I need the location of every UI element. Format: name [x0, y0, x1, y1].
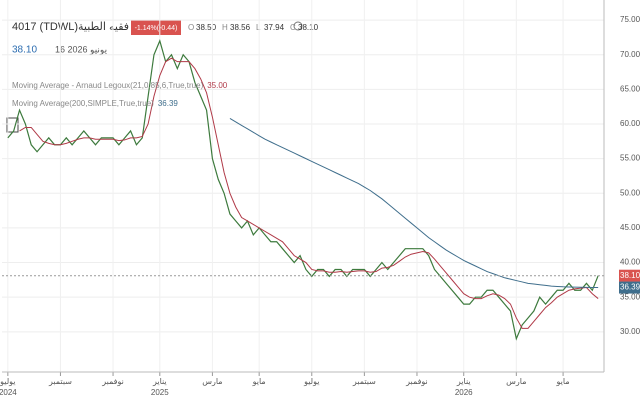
- date: 16 2026 يونيو: [55, 44, 108, 54]
- change-badge: [131, 20, 181, 35]
- series-line: [229, 118, 599, 289]
- ohlc-text: H: [222, 23, 228, 32]
- y-tick-label: 40.00: [620, 258, 640, 267]
- y-tick-label: 55.00: [620, 154, 640, 163]
- ohlc-text: 38.50: [196, 23, 217, 32]
- price-tag-label: 36.39: [620, 283, 640, 292]
- x-tick-year: 2025: [151, 388, 169, 397]
- x-tick-label: يوليو: [303, 377, 319, 386]
- ohlc-text: 37.94: [264, 23, 285, 32]
- y-tick-label: 60.00: [620, 119, 640, 128]
- x-tick-label: يناير: [456, 377, 471, 386]
- legend-name: Moving Average - Arnaud Legoux(21,0.85,6…: [12, 81, 204, 90]
- x-tick-year: 2026: [455, 388, 473, 397]
- y-tick-label: 35.00: [620, 292, 640, 301]
- symbol: 4017 (TDWL): [12, 21, 78, 33]
- legend-name: Moving Average(200,SIMPLE,True,true): [12, 99, 154, 108]
- y-tick-label: 65.00: [620, 84, 640, 93]
- x-tick-label: سبتمبر: [352, 377, 376, 386]
- legend-value: 35.00: [207, 81, 228, 90]
- y-tick-label: 70.00: [620, 50, 640, 59]
- x-tick-label: مارس: [506, 377, 526, 386]
- company-name: فقيه الطبية: [78, 21, 129, 33]
- ohlc-text: 38.56: [230, 23, 251, 32]
- last-price: 38.10: [12, 45, 37, 56]
- price-tag-label: 38.10: [620, 271, 640, 280]
- x-tick-label: يناير: [152, 377, 167, 386]
- y-tick-label: 30.00: [620, 327, 640, 336]
- series-line: [19, 57, 599, 329]
- x-tick-label: يوليو: [0, 377, 16, 386]
- y-tick-label: 75.00: [620, 15, 640, 24]
- series-line: [7, 39, 599, 341]
- x-tick-label: نوفمبر: [101, 377, 124, 386]
- y-tick-label: 50.00: [620, 188, 640, 197]
- y-tick-label: 45.00: [620, 223, 640, 232]
- x-tick-year: 2024: [0, 388, 17, 397]
- ohlc-text: 38.10: [298, 23, 319, 32]
- x-tick-label: مارس: [202, 377, 222, 386]
- legend-value: 36.39: [158, 99, 179, 108]
- settings-icon[interactable]: [293, 21, 303, 31]
- ohlc-text: O: [188, 23, 194, 32]
- x-tick-label: نوفمبر: [405, 377, 428, 386]
- change: -1.14%(-0.44): [135, 25, 178, 32]
- price-tag: [619, 281, 640, 294]
- x-tick-label: سبتمبر: [48, 377, 72, 386]
- price-tag: [619, 269, 640, 282]
- ohlc-text: C: [290, 23, 296, 32]
- x-tick-label: مايو: [556, 377, 570, 386]
- ohlc-text: L: [256, 23, 261, 32]
- x-tick-label: مايو: [252, 377, 266, 386]
